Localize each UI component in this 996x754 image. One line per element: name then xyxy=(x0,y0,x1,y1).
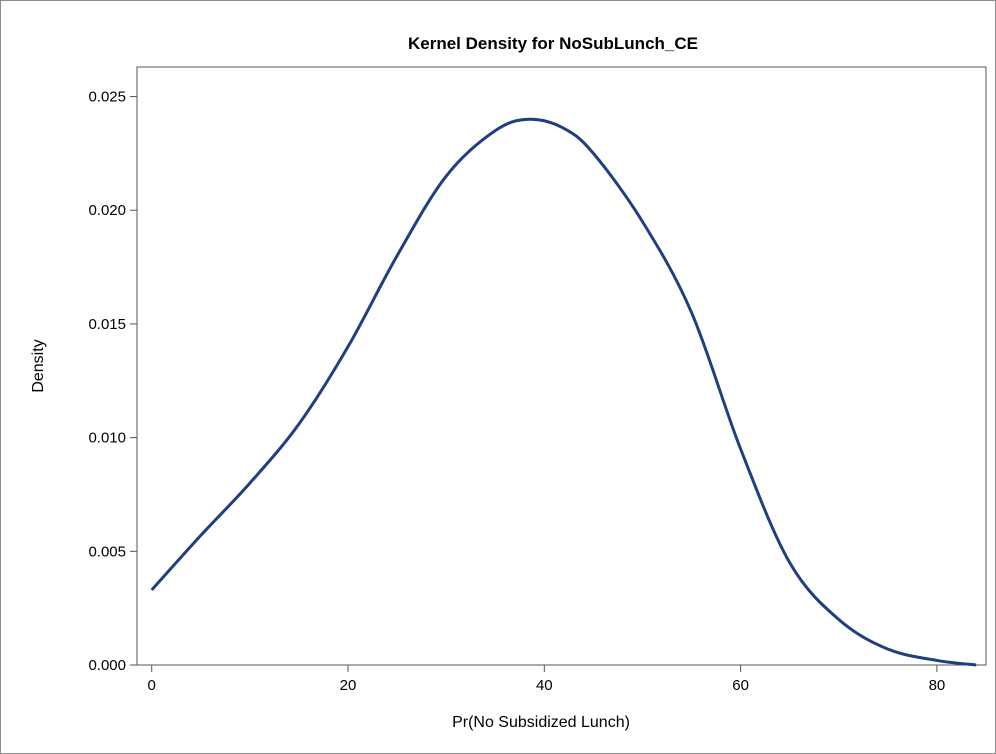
y-tick-label: 0.000 xyxy=(88,657,126,674)
y-axis: 0.000 0.005 0.010 0.015 0.020 0.025 xyxy=(88,89,137,674)
chart-title: Kernel Density for NoSubLunch_CE xyxy=(408,34,698,53)
x-axis-title: Pr(No Subsidized Lunch) xyxy=(452,714,630,731)
y-tick-label: 0.025 xyxy=(88,89,126,106)
y-tick-label: 0.005 xyxy=(88,543,126,560)
x-tick-label: 20 xyxy=(340,677,357,694)
x-tick-label: 60 xyxy=(732,677,749,694)
x-tick-label: 40 xyxy=(536,677,553,694)
y-axis-title: Density xyxy=(30,339,47,392)
x-tick-label: 80 xyxy=(929,677,946,694)
series-layer xyxy=(150,117,977,667)
x-axis: 0 20 40 60 80 xyxy=(148,665,946,694)
y-tick-label: 0.010 xyxy=(88,430,126,447)
y-tick-label: 0.020 xyxy=(88,202,126,219)
density-series-line xyxy=(150,117,977,667)
plot-area xyxy=(136,66,987,666)
x-tick-label: 0 xyxy=(148,677,156,694)
y-tick-label: 0.015 xyxy=(88,316,126,333)
